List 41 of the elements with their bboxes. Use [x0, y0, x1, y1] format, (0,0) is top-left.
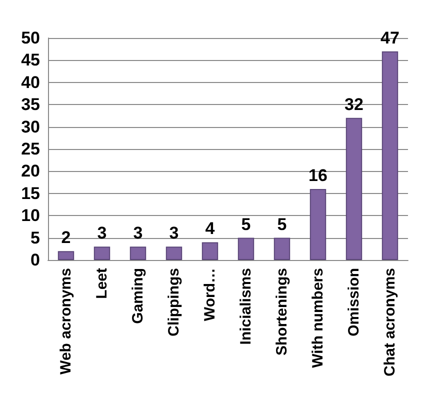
bar: [58, 251, 74, 260]
bar: [346, 118, 362, 260]
y-tick-label: 25: [21, 140, 40, 158]
y-tick-label: 5: [30, 228, 40, 248]
data-label: 32: [344, 94, 364, 114]
y-tick-label: 10: [21, 206, 40, 226]
x-tick-label: Chat acronyms: [382, 268, 398, 376]
data-label: 5: [277, 214, 287, 234]
bar: [310, 188, 326, 260]
x-tick-label: With numbers: [310, 268, 326, 368]
x-tick-label: Gaming: [130, 268, 146, 324]
bar: [274, 238, 290, 260]
y-tick-label: 0: [30, 250, 40, 270]
x-tick-label: Web acronyms: [58, 268, 74, 374]
x-tick-label: Word…: [202, 268, 218, 322]
y-tick-label: 15: [21, 184, 40, 203]
data-label: 47: [380, 28, 400, 48]
data-label: 3: [133, 224, 143, 243]
data-label: 2: [61, 228, 71, 248]
y-tick-label: 40: [21, 72, 40, 92]
x-tick-label: Omission: [346, 268, 362, 336]
x-tick-label: Leet: [94, 268, 110, 299]
x-tick-label: Clippings: [166, 268, 182, 336]
data-label: 5: [241, 214, 251, 234]
y-tick-label: 30: [21, 117, 40, 136]
x-tick-label: Inicialisms: [238, 268, 254, 345]
bar: [382, 51, 398, 260]
bar: [94, 246, 110, 260]
bar: [202, 242, 218, 260]
x-tick-label: Shortenings: [274, 268, 290, 356]
data-label: 3: [169, 224, 179, 243]
bar: [238, 238, 254, 260]
y-tick-label: 50: [21, 28, 40, 48]
data-label: 16: [308, 166, 328, 185]
bar: [166, 246, 182, 260]
data-label: 4: [205, 219, 216, 238]
y-tick-label: 35: [21, 95, 40, 114]
bar: [130, 246, 146, 260]
y-tick-label: 20: [21, 162, 40, 181]
data-label: 3: [97, 224, 107, 243]
y-tick-label: 45: [21, 50, 40, 70]
